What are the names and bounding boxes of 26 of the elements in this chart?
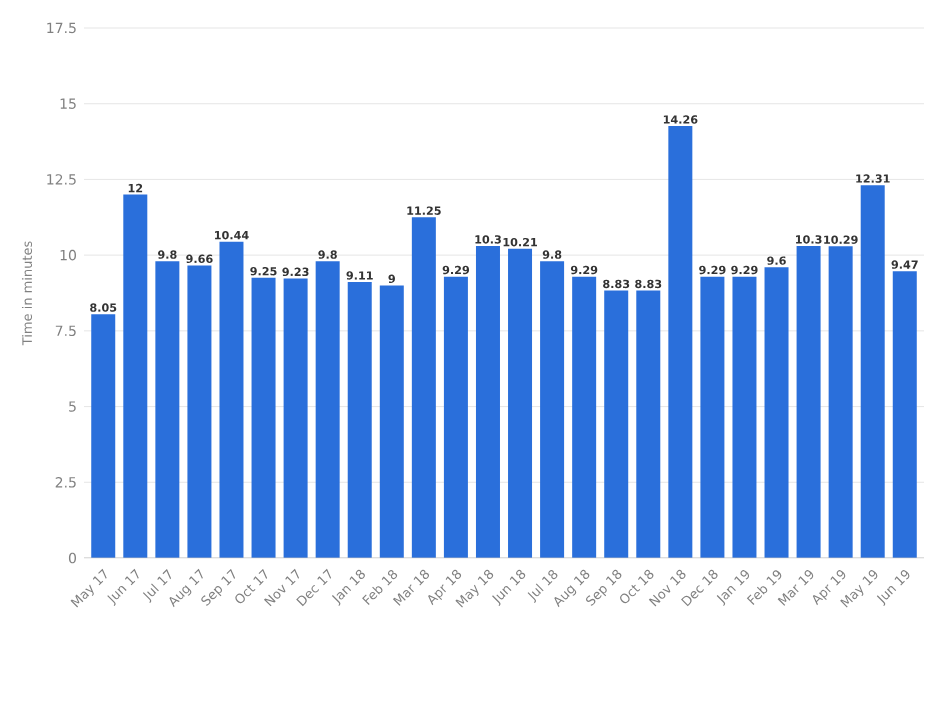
bar: [379, 285, 404, 558]
bar: [636, 290, 661, 558]
bar: [732, 276, 757, 558]
bar: [347, 282, 372, 558]
bar: [700, 276, 725, 558]
bar: [155, 261, 180, 558]
bar: [123, 194, 148, 558]
bar: [187, 265, 212, 558]
bar: [411, 217, 436, 558]
bar: [283, 278, 308, 558]
bar: [475, 246, 500, 558]
bar: [219, 241, 244, 558]
bar: [315, 261, 340, 558]
bar: [91, 314, 116, 558]
bar: [796, 246, 821, 558]
bar: [764, 267, 789, 558]
bar: [668, 126, 693, 558]
bar: [892, 271, 917, 558]
bar: [508, 248, 533, 558]
bar: [860, 185, 885, 558]
bar: [443, 276, 468, 558]
bar: [540, 261, 565, 558]
bar: [828, 246, 853, 558]
bar: [572, 276, 597, 558]
bar: [604, 290, 629, 558]
bar: [251, 277, 276, 558]
